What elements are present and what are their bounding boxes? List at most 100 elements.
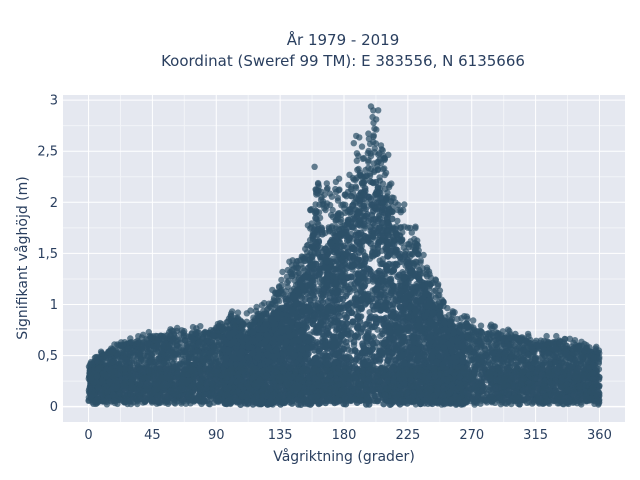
plot-area bbox=[63, 95, 625, 422]
scatter-point bbox=[313, 191, 320, 198]
scatter-point bbox=[209, 332, 216, 339]
scatter-point bbox=[275, 283, 283, 290]
scatter-point bbox=[182, 342, 189, 350]
scatter-point bbox=[532, 354, 540, 361]
scatter-point bbox=[158, 333, 166, 340]
scatter-point bbox=[278, 276, 285, 284]
scatter-point bbox=[278, 290, 285, 297]
scatter-point bbox=[352, 176, 359, 183]
scatter-point bbox=[178, 327, 185, 334]
scatter-point bbox=[386, 181, 393, 188]
chart-title-line-1: År 1979 - 2019 bbox=[287, 30, 400, 49]
scatter-point bbox=[286, 258, 293, 265]
scatter-point bbox=[336, 186, 343, 193]
scatter-point bbox=[494, 331, 501, 338]
scatter-point bbox=[373, 126, 380, 133]
scatter-point bbox=[489, 329, 496, 337]
scatter-point bbox=[352, 183, 359, 190]
scatter-point bbox=[566, 354, 573, 362]
scatter-point bbox=[124, 344, 132, 352]
scatter-point bbox=[188, 345, 195, 352]
scatter-point bbox=[258, 302, 266, 309]
scatter-point bbox=[385, 151, 392, 158]
scatter-point bbox=[401, 223, 408, 230]
scatter-point bbox=[189, 336, 197, 343]
scatter-point bbox=[207, 353, 214, 360]
scatter-point bbox=[138, 344, 145, 351]
scatter-point bbox=[471, 337, 478, 345]
scatter-point bbox=[543, 332, 550, 340]
scatter-point bbox=[148, 334, 155, 341]
scatter-point bbox=[117, 342, 125, 350]
scatter-point bbox=[507, 341, 514, 348]
scatter-point bbox=[365, 135, 373, 142]
scatter-point bbox=[127, 335, 134, 342]
scatter-point bbox=[444, 304, 451, 312]
scatter-point bbox=[307, 206, 314, 213]
scatter-point bbox=[486, 344, 493, 351]
scatter-point bbox=[417, 259, 424, 266]
scatter-point bbox=[379, 147, 386, 154]
scatter-point bbox=[311, 163, 318, 170]
scatter-point bbox=[279, 268, 286, 276]
scatter-point bbox=[399, 229, 406, 236]
scatter-point bbox=[114, 352, 121, 359]
scatter-point bbox=[94, 357, 101, 364]
scatter-point bbox=[525, 351, 532, 358]
scatter-point bbox=[358, 143, 366, 150]
scatter-point bbox=[466, 345, 473, 353]
scatter-point bbox=[223, 319, 231, 326]
scatter-point bbox=[365, 158, 372, 166]
scatter-point bbox=[407, 224, 414, 232]
scatter-point bbox=[553, 332, 560, 340]
scatter-point bbox=[350, 140, 357, 147]
scatter-point bbox=[477, 333, 485, 340]
scatter-point bbox=[434, 292, 442, 299]
scatter-point bbox=[477, 344, 484, 351]
scatter-point bbox=[415, 251, 422, 258]
scatter-point bbox=[313, 208, 320, 215]
scatter-point bbox=[328, 193, 336, 200]
scatter-point bbox=[384, 189, 391, 196]
scatter-point bbox=[412, 223, 419, 230]
scatter-point bbox=[434, 282, 442, 289]
scatter-point bbox=[552, 359, 559, 366]
scatter-point bbox=[373, 116, 380, 123]
scatter-point bbox=[360, 154, 367, 162]
scatter-point bbox=[269, 300, 277, 307]
scatter-point bbox=[370, 107, 377, 114]
scatter-point bbox=[341, 191, 348, 199]
scatter-point bbox=[374, 166, 382, 173]
scatter-point bbox=[537, 337, 544, 344]
scatter-point bbox=[470, 317, 477, 324]
scatter-point bbox=[401, 201, 408, 208]
scatter-point bbox=[496, 350, 503, 358]
scatter-point bbox=[569, 345, 576, 353]
scatter-point bbox=[199, 340, 207, 348]
scatter-point bbox=[375, 107, 382, 114]
scatter-point bbox=[353, 157, 360, 164]
scatter-point bbox=[140, 331, 147, 338]
scatter-point bbox=[474, 356, 481, 364]
scatter-point bbox=[362, 173, 370, 180]
scatter-point bbox=[583, 344, 591, 351]
scatter-point bbox=[370, 160, 378, 167]
scatter-point bbox=[283, 273, 291, 280]
scatter-point bbox=[557, 338, 564, 345]
scatter-point bbox=[362, 166, 369, 174]
scatter-point bbox=[172, 334, 179, 341]
scatter-point bbox=[181, 337, 188, 344]
scatter-point bbox=[334, 194, 341, 202]
scatter-point bbox=[355, 165, 362, 173]
scatter-point bbox=[111, 341, 118, 348]
scatter-point bbox=[329, 206, 336, 214]
scatter-point bbox=[552, 344, 559, 352]
scatter-point bbox=[502, 347, 509, 355]
scatter-point bbox=[247, 307, 254, 314]
scatter-point bbox=[489, 357, 497, 365]
scatter-point bbox=[312, 201, 319, 208]
scatter-point bbox=[464, 315, 471, 323]
scatter-point bbox=[325, 224, 332, 231]
scatter-point bbox=[199, 355, 206, 363]
